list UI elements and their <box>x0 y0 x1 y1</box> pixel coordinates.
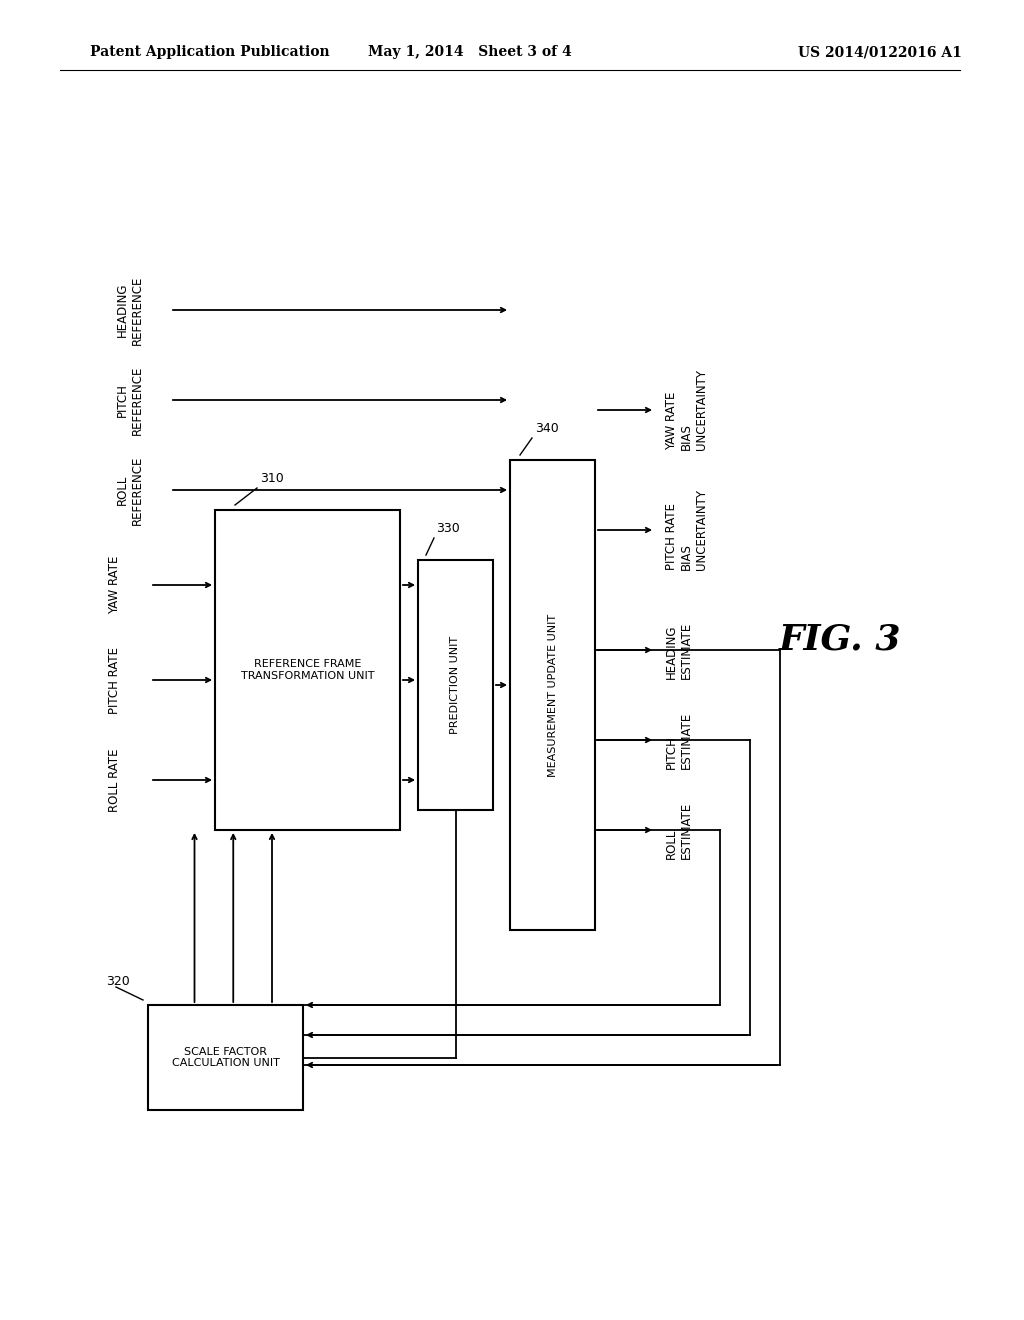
Text: MEASUREMENT UPDATE UNIT: MEASUREMENT UPDATE UNIT <box>548 614 557 776</box>
Text: 320: 320 <box>106 975 130 987</box>
Text: 330: 330 <box>436 521 460 535</box>
Text: YAW RATE: YAW RATE <box>109 556 122 614</box>
Text: PITCH RATE: PITCH RATE <box>109 647 122 714</box>
Text: HEADING
REFERENCE: HEADING REFERENCE <box>116 276 144 345</box>
Text: FIG. 3: FIG. 3 <box>778 623 901 657</box>
Text: PREDICTION UNIT: PREDICTION UNIT <box>451 636 461 734</box>
Text: HEADING
ESTIMATE: HEADING ESTIMATE <box>665 622 693 678</box>
Text: 340: 340 <box>535 422 559 436</box>
Text: PITCH RATE
BIAS
UNCERTAINTY: PITCH RATE BIAS UNCERTAINTY <box>665 490 708 570</box>
Text: May 1, 2014   Sheet 3 of 4: May 1, 2014 Sheet 3 of 4 <box>368 45 571 59</box>
Text: ROLL
REFERENCE: ROLL REFERENCE <box>116 455 144 524</box>
Text: REFERENCE FRAME
TRANSFORMATION UNIT: REFERENCE FRAME TRANSFORMATION UNIT <box>241 659 374 681</box>
Text: Patent Application Publication: Patent Application Publication <box>90 45 330 59</box>
Text: US 2014/0122016 A1: US 2014/0122016 A1 <box>798 45 962 59</box>
Text: SCALE FACTOR
CALCULATION UNIT: SCALE FACTOR CALCULATION UNIT <box>172 1047 280 1068</box>
Text: ROLL RATE: ROLL RATE <box>109 748 122 812</box>
Bar <box>148 1005 303 1110</box>
Text: YAW RATE
BIAS
UNCERTAINTY: YAW RATE BIAS UNCERTAINTY <box>665 370 708 450</box>
Text: ROLL
ESTIMATE: ROLL ESTIMATE <box>665 801 693 858</box>
Text: PITCH
REFERENCE: PITCH REFERENCE <box>116 366 144 434</box>
Text: PITCH
ESTIMATE: PITCH ESTIMATE <box>665 711 693 768</box>
Text: 310: 310 <box>260 473 284 484</box>
Bar <box>510 459 595 931</box>
Bar <box>418 560 493 810</box>
Bar <box>215 510 400 830</box>
